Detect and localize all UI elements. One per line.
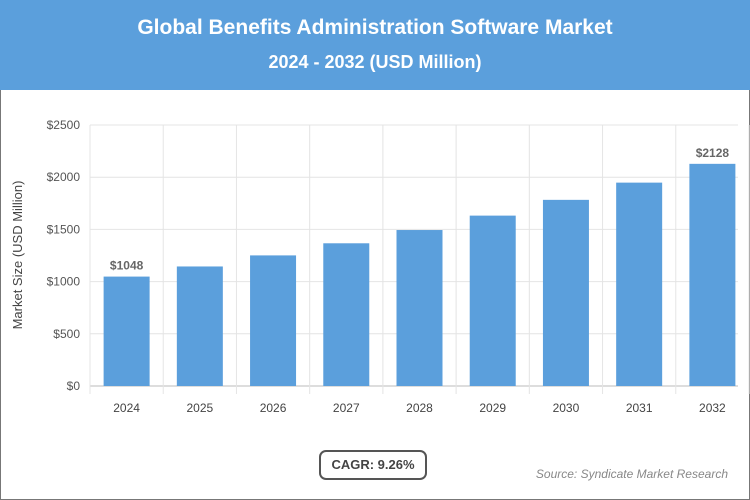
y-tick-label: $0 <box>67 379 81 393</box>
x-tick-label: 2029 <box>479 401 506 415</box>
bar-2029 <box>469 215 516 386</box>
chart-header: Global Benefits Administration Software … <box>0 0 750 90</box>
x-tick-label: 2032 <box>699 401 726 415</box>
x-tick-label: 2030 <box>553 401 580 415</box>
bar-2028 <box>396 230 443 386</box>
bar-2024 <box>103 276 150 386</box>
bar-2032 <box>689 163 736 386</box>
x-tick-label: 2028 <box>406 401 433 415</box>
bar-2031 <box>616 182 663 386</box>
cagr-badge: CAGR: 9.26% <box>319 450 427 480</box>
x-tick-label: 2031 <box>626 401 653 415</box>
y-tick-label: $1000 <box>47 275 81 289</box>
data-label: $1048 <box>110 259 144 273</box>
y-tick-label: $2000 <box>47 170 81 184</box>
x-tick-label: 2026 <box>260 401 287 415</box>
bar-2025 <box>176 266 223 386</box>
chart-title: Global Benefits Administration Software … <box>137 16 613 39</box>
y-tick-label: $1500 <box>47 222 81 236</box>
x-tick-label: 2024 <box>113 401 140 415</box>
y-tick-label: $500 <box>53 327 80 341</box>
bar-2027 <box>323 243 370 386</box>
x-tick-label: 2027 <box>333 401 360 415</box>
bar-2026 <box>250 255 297 386</box>
bar-2030 <box>542 199 589 386</box>
x-tick-label: 2025 <box>186 401 213 415</box>
data-label: $2128 <box>696 146 730 160</box>
source-note: Source: Syndicate Market Research <box>535 467 728 481</box>
y-axis-label: Market Size (USD Million) <box>10 181 25 330</box>
y-tick-label: $2500 <box>47 118 81 132</box>
chart-subtitle: 2024 - 2032 (USD Million) <box>268 52 482 72</box>
